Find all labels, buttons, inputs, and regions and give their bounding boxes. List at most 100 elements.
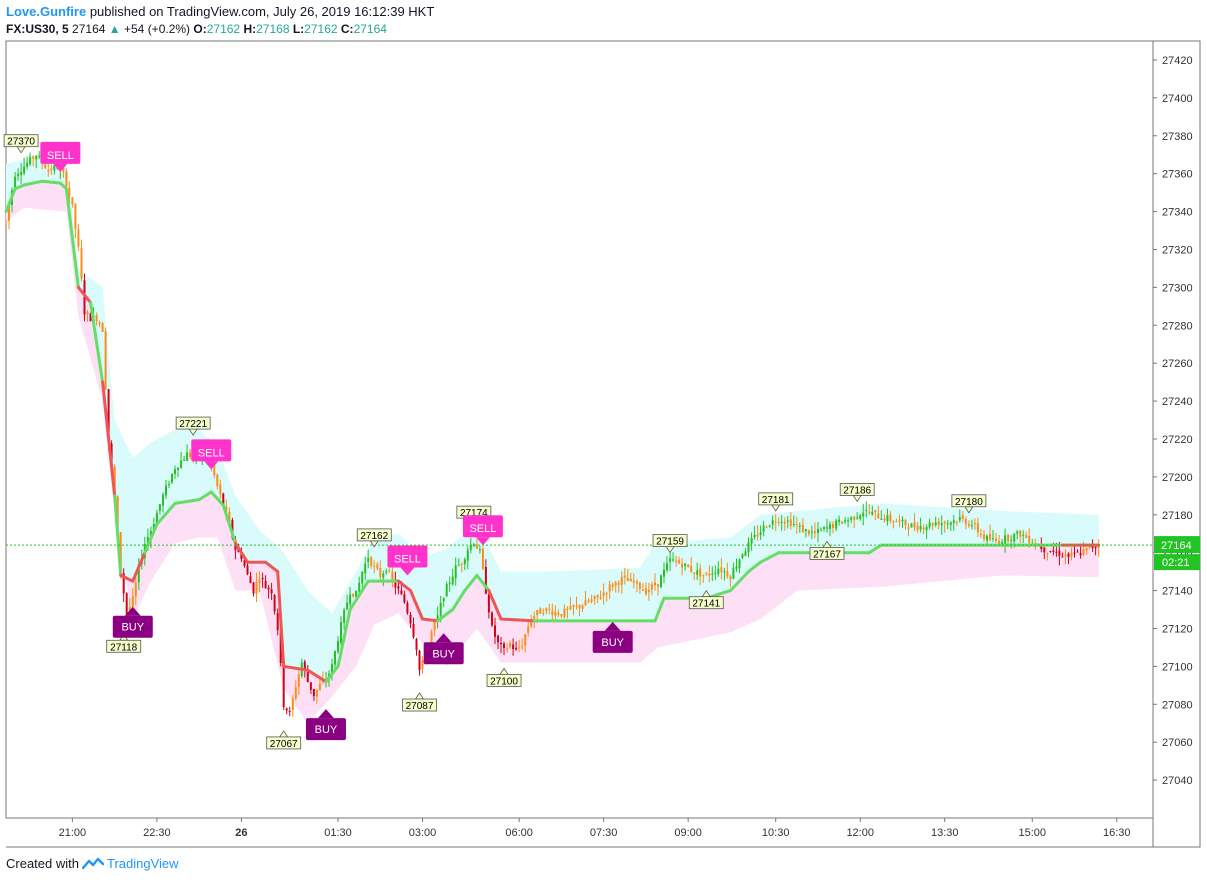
candle-body <box>587 600 590 602</box>
candle-body <box>955 521 958 523</box>
candle-body <box>358 582 361 592</box>
candle-body <box>1094 547 1097 549</box>
author-link[interactable]: Love.Gunfire <box>6 4 87 19</box>
candle-body <box>273 595 276 612</box>
x-tick-label: 26 <box>235 827 247 839</box>
y-tick-label: 27360 <box>1162 169 1193 181</box>
candle-body <box>228 511 231 522</box>
candle-body <box>1064 555 1067 557</box>
candle-body <box>759 532 762 535</box>
candle-body <box>177 467 179 470</box>
y-tick-label: 27040 <box>1162 775 1193 787</box>
candle-body <box>992 538 994 540</box>
trail-line-segment <box>233 541 249 564</box>
candle-body <box>892 521 895 522</box>
candle-body <box>288 711 291 712</box>
candle-body <box>919 526 922 530</box>
close-label: C: <box>340 22 354 36</box>
candle-body <box>119 532 122 574</box>
candle-body <box>213 463 216 476</box>
candle-body <box>231 520 234 538</box>
candle-body <box>74 204 77 230</box>
candle-body <box>663 569 665 577</box>
candle-body <box>813 531 816 534</box>
buy-signal-pointer <box>604 621 621 631</box>
last-price: 27164 <box>72 22 106 36</box>
candle-body <box>104 331 107 389</box>
tradingview-link[interactable]: TradingView <box>106 856 179 871</box>
buy-signal-label: BUY <box>121 622 144 634</box>
candle-body <box>635 581 638 584</box>
candle-body <box>989 533 991 540</box>
candle-body <box>762 525 765 532</box>
candle-body <box>862 512 865 517</box>
x-tick-label: 06:00 <box>505 827 533 839</box>
candle-body <box>542 612 545 614</box>
y-tick-label: 27120 <box>1162 623 1193 635</box>
candle-body <box>400 590 403 594</box>
candle-body <box>35 155 38 160</box>
candle-body <box>868 511 871 514</box>
candle-body <box>590 599 593 602</box>
x-tick-label: 15:00 <box>1018 827 1046 839</box>
candle-body <box>1067 553 1070 558</box>
candle-body <box>249 576 252 584</box>
candle-body <box>826 527 828 529</box>
candle-body <box>883 518 886 521</box>
trail-line-segment <box>64 187 80 289</box>
candle-body <box>874 510 877 513</box>
trail-line-segment <box>264 560 280 574</box>
trail-line-segment <box>451 589 467 611</box>
candle-body <box>291 698 294 710</box>
price-label: 27118 <box>110 642 138 653</box>
candle-body <box>611 584 614 587</box>
candle-body <box>1001 542 1004 545</box>
candle-body <box>406 602 409 614</box>
candle-body <box>1052 550 1055 552</box>
sell-signal-pointer <box>475 537 490 546</box>
candle-body <box>183 459 186 461</box>
footer: Created with TradingView <box>6 856 179 871</box>
candle-body <box>596 594 599 598</box>
price-label-box <box>175 416 211 430</box>
candle-body <box>853 516 856 520</box>
candle-body <box>780 521 783 523</box>
candle-body <box>346 602 349 610</box>
trail-line-segment <box>463 573 479 593</box>
open-label: O: <box>193 22 207 36</box>
candle-body <box>243 560 246 566</box>
candle-body <box>44 164 47 169</box>
price-label: 27167 <box>813 549 841 560</box>
price-label-box <box>356 528 392 542</box>
candle-body <box>478 549 481 551</box>
sell-signal-box <box>462 515 503 538</box>
trail-line-segment <box>76 285 92 304</box>
price-label: 27221 <box>179 419 207 430</box>
current-price-tag <box>1154 536 1200 554</box>
sell-signal-box <box>40 141 81 164</box>
candle-body <box>783 521 786 524</box>
countdown-tag <box>1154 554 1200 571</box>
candle-body <box>678 560 681 564</box>
candle-body <box>494 625 496 637</box>
candle-body <box>1088 546 1091 548</box>
candle-body <box>889 514 892 521</box>
candle-body <box>666 563 668 571</box>
candle-body <box>445 584 448 597</box>
candle-body <box>753 535 756 538</box>
candle-body <box>795 524 798 526</box>
candle-body <box>216 474 219 486</box>
candle-body <box>859 515 862 520</box>
y-tick-label: 27080 <box>1162 699 1193 711</box>
candle-body <box>554 611 557 616</box>
candle-body <box>711 573 714 575</box>
candle-body <box>165 485 167 496</box>
y-tick-label: 27180 <box>1162 510 1193 522</box>
created-with-text: Created with <box>6 856 79 871</box>
price-label-box <box>809 547 845 560</box>
candle-body <box>1028 536 1031 543</box>
candle-body <box>448 582 451 584</box>
candle-body <box>693 572 696 574</box>
candle-body <box>952 520 955 524</box>
